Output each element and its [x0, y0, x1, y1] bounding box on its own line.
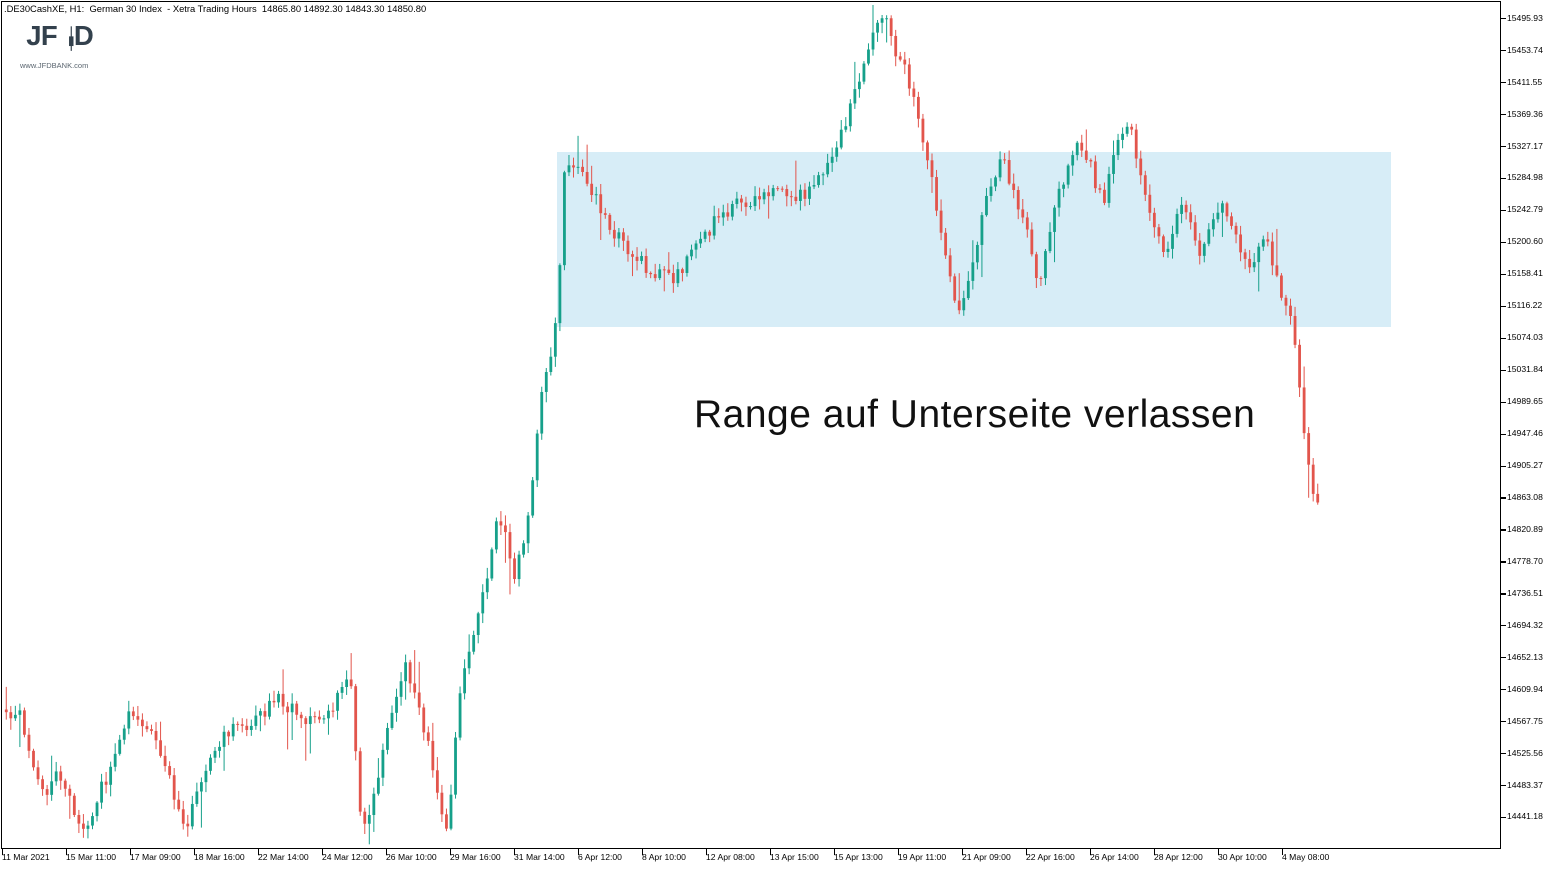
svg-text:JF: JF	[26, 20, 57, 51]
svg-text:www.JFDBANK.com: www.JFDBANK.com	[19, 61, 88, 70]
svg-text:D: D	[74, 20, 94, 51]
